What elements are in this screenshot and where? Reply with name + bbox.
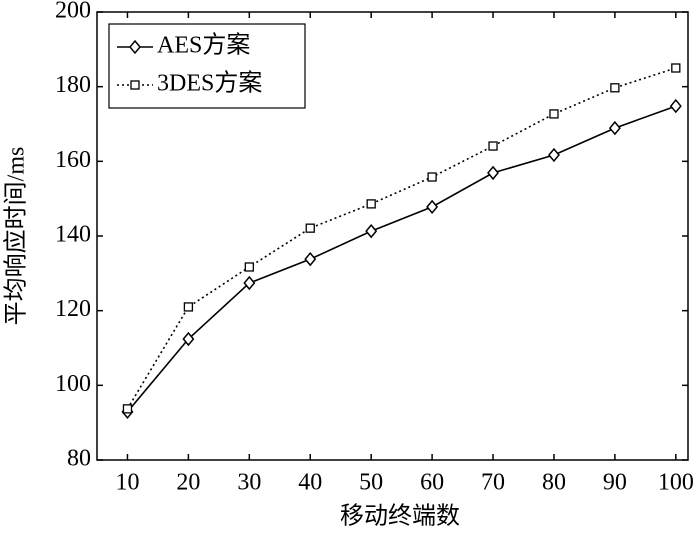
series-line (126, 105, 677, 413)
x-tick-label: 80 (542, 470, 566, 496)
x-tick-label: 30 (237, 470, 261, 496)
y-tick-label: 140 (55, 222, 91, 248)
data-point (549, 109, 559, 119)
data-point (122, 404, 133, 414)
legend-marker (129, 39, 141, 55)
data-point (243, 275, 256, 291)
y-tick-label: 160 (55, 147, 91, 173)
data-point (669, 98, 682, 114)
data-point (547, 147, 560, 163)
data-point (610, 83, 620, 93)
data-point (244, 262, 254, 272)
y-tick-label: 120 (55, 296, 91, 322)
y-tick-label: 200 (55, 0, 91, 24)
y-tick-label: 80 (67, 446, 91, 472)
data-point (671, 63, 681, 73)
data-point (183, 302, 194, 312)
y-tick-label: 180 (55, 72, 91, 98)
x-tick-label: 90 (603, 470, 627, 496)
data-point (427, 172, 437, 182)
x-axis-label: 移动终端数 (340, 503, 460, 530)
data-point (182, 331, 195, 347)
legend-box (108, 23, 306, 109)
data-point (304, 251, 317, 267)
x-tick-label: 40 (298, 470, 322, 496)
x-tick-label: 100 (658, 470, 694, 496)
x-tick-label: 50 (359, 470, 383, 496)
data-point (305, 223, 315, 233)
x-tick-label: 20 (176, 470, 200, 496)
x-tick-label: 70 (481, 470, 505, 496)
data-point (366, 199, 376, 209)
data-point (365, 223, 378, 239)
data-point (608, 120, 621, 136)
data-point (488, 141, 498, 151)
series-line (126, 67, 677, 410)
x-tick-label: 60 (420, 470, 444, 496)
x-tick-label: 10 (115, 470, 139, 496)
data-point (426, 199, 439, 215)
y-axis-label: 平均响应时间/ms (3, 147, 30, 326)
legend-label: AES方案 (157, 32, 250, 59)
y-tick-label: 100 (55, 371, 91, 397)
data-point (487, 165, 500, 181)
legend-marker (130, 80, 140, 90)
legend-label: 3DES方案 (157, 70, 262, 97)
